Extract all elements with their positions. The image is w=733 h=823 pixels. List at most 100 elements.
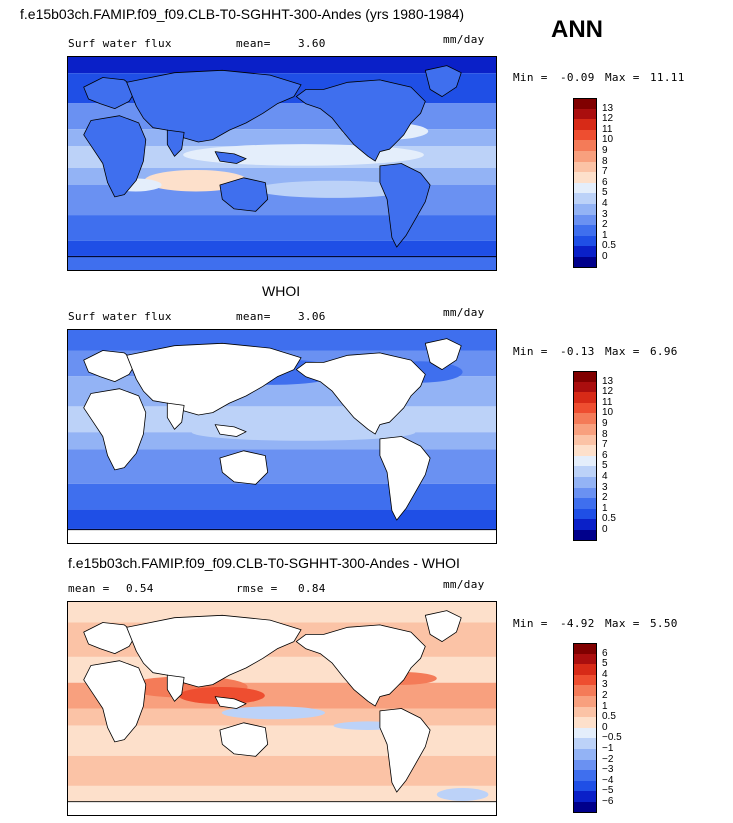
- field-contour: [191, 423, 416, 441]
- panel1-mean-label: mean=: [236, 37, 271, 50]
- coastline: [126, 614, 302, 688]
- panel2-min-value: -0.13: [560, 345, 595, 358]
- panel1-max-value: 11.11: [650, 71, 685, 84]
- coastline: [424, 338, 462, 370]
- field-contour: [221, 706, 325, 720]
- panel1-units: mm/day: [443, 33, 485, 46]
- panel2-units: mm/day: [443, 306, 485, 319]
- colorbar-tick-label: 9: [602, 145, 608, 156]
- colorbar-tick-label: 6: [602, 449, 608, 461]
- panel2-mean-value: 3.06: [298, 310, 326, 323]
- colorbar-tick-label: 5: [602, 460, 608, 472]
- colorbar-tick-label: 12: [602, 113, 614, 125]
- panel2-field-label: Surf water flux: [68, 310, 172, 323]
- colorbar-tick-label: 8: [602, 428, 608, 440]
- coastline: [83, 660, 147, 743]
- colorbar-tick-label: 2: [602, 690, 608, 701]
- colorbar-tick-label: 0.5: [602, 513, 616, 525]
- coastline: [424, 65, 462, 97]
- coastline: [214, 151, 247, 164]
- coastline: [219, 450, 269, 485]
- coastline: [83, 622, 137, 654]
- colorbar-tick-label: −4: [602, 774, 614, 786]
- colorbar-tick-label: −3: [602, 764, 614, 776]
- coastline: [67, 529, 497, 544]
- coastline: [379, 436, 431, 521]
- coastline: [379, 708, 431, 793]
- coastline: [166, 402, 185, 430]
- panel2-mean-label: mean=: [236, 310, 271, 323]
- panel3-map: [67, 601, 497, 816]
- colorbar-tick-label: 7: [602, 166, 608, 178]
- colorbar-tick-label: 4: [602, 198, 608, 209]
- field-band: [67, 56, 497, 74]
- coastline: [166, 674, 185, 702]
- panel1-mean-value: 3.60: [298, 37, 326, 50]
- colorbar-tick-label: 11: [602, 123, 613, 135]
- season-label: ANN: [551, 16, 603, 43]
- colorbar-tick-label: 0: [602, 251, 608, 262]
- coastline: [295, 79, 426, 162]
- colorbar-tick-label: 11: [602, 396, 613, 408]
- colorbar-tick-label: −2: [602, 753, 614, 765]
- panel3-title: f.e15b03ch.FAMIP.f09_f09.CLB-T0-SGHHT-30…: [68, 555, 460, 571]
- map-frame: [67, 601, 497, 816]
- colorbar-tick-label: 10: [602, 407, 614, 419]
- colorbar-tick-label: −1: [602, 743, 614, 754]
- coastline: [126, 69, 302, 143]
- colorbar-tick-label: 4: [602, 471, 608, 482]
- coastline: [83, 115, 147, 198]
- colorbar-tick-label: −5: [602, 785, 614, 797]
- colorbar-tick-label: 3: [602, 679, 608, 691]
- panel1-field-label: Surf water flux: [68, 37, 172, 50]
- coastline: [67, 256, 497, 271]
- field-band: [67, 240, 497, 256]
- field-band: [67, 329, 497, 351]
- colorbar-tick-label: 2: [602, 492, 608, 504]
- colorbar-tick-label: 5: [602, 187, 608, 199]
- panel3-mean-label: mean =: [68, 582, 110, 595]
- panel2-title: WHOI: [262, 283, 301, 299]
- colorbar-tick-label: 1: [602, 502, 608, 514]
- panel1-min-label: Min =: [513, 71, 548, 84]
- coastline: [219, 722, 269, 757]
- coastline: [67, 801, 497, 816]
- panel2-min-label: Min =: [513, 345, 548, 358]
- colorbar-tick-label: 6: [602, 647, 608, 659]
- colorbar-tick-label: 1: [602, 229, 608, 241]
- panel3-max-value: 5.50: [650, 617, 678, 630]
- colorbar-tick-label: 0.5: [602, 240, 616, 252]
- colorbar-tick-label: 3: [602, 208, 608, 220]
- colorbar-tick-label: 10: [602, 134, 614, 146]
- coastline: [214, 424, 247, 437]
- colorbar-tick-label: 2: [602, 219, 608, 231]
- field-band: [67, 509, 497, 529]
- colorbar-tick-label: 9: [602, 418, 608, 429]
- colorbar-tick-label: 8: [602, 155, 608, 167]
- coastline: [295, 352, 426, 435]
- coastline: [219, 177, 269, 212]
- coastline: [83, 350, 137, 382]
- coastline: [83, 77, 137, 109]
- colorbar-tick-label: 0: [602, 524, 608, 535]
- panel2-map: [67, 329, 497, 544]
- panel3-min-label: Min =: [513, 617, 548, 630]
- field-contour: [436, 788, 489, 801]
- panel1-max-label: Max =: [605, 71, 640, 84]
- panel2-max-value: 6.96: [650, 345, 678, 358]
- panel3-min-value: -4.92: [560, 617, 595, 630]
- map-frame: [67, 56, 497, 271]
- colorbar-frame: [573, 643, 597, 813]
- field-band: [67, 601, 497, 623]
- field-band: [67, 215, 497, 241]
- colorbar-frame: [573, 371, 597, 541]
- colorbar-tick-label: 13: [602, 375, 614, 387]
- coastline: [166, 129, 185, 157]
- panel1-map: [67, 56, 497, 271]
- colorbar-tick-label: 4: [602, 668, 608, 680]
- colorbar-tick-label: 1: [602, 700, 608, 712]
- field-contour: [178, 687, 265, 705]
- field-band: [67, 755, 497, 786]
- field-band: [67, 483, 497, 510]
- colorbar-tick-label: 3: [602, 481, 608, 493]
